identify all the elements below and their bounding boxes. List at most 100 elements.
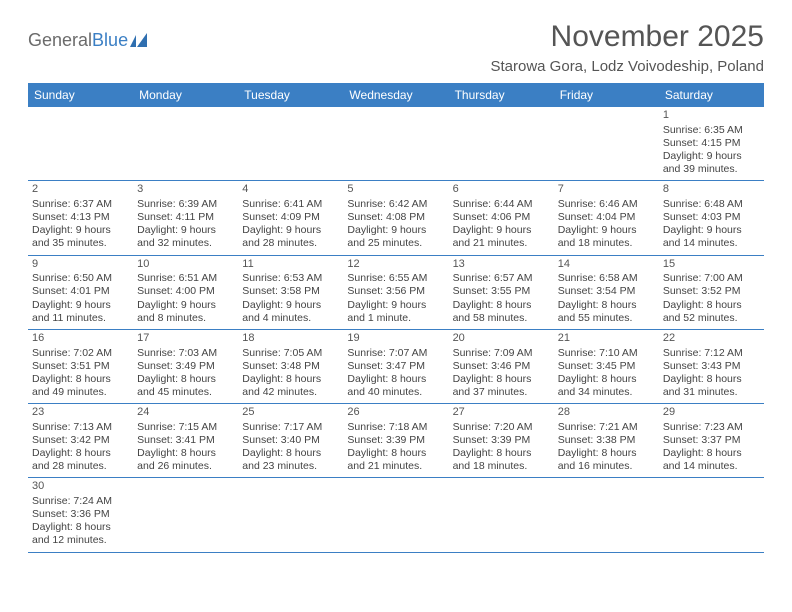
cell-dl1: Daylight: 9 hours	[663, 224, 760, 237]
day-number: 29	[663, 406, 760, 420]
cell-dl2: and 34 minutes.	[558, 386, 655, 399]
day-header: Tuesday	[238, 83, 343, 107]
cell-dl1: Daylight: 8 hours	[558, 447, 655, 460]
calendar-cell: 2Sunrise: 6:37 AMSunset: 4:13 PMDaylight…	[28, 181, 133, 255]
calendar-cell	[343, 478, 448, 552]
calendar-row: 2Sunrise: 6:37 AMSunset: 4:13 PMDaylight…	[28, 181, 764, 255]
cell-sunset: Sunset: 3:36 PM	[32, 508, 129, 521]
calendar-cell: 27Sunrise: 7:20 AMSunset: 3:39 PMDayligh…	[449, 404, 554, 478]
cell-dl2: and 12 minutes.	[32, 534, 129, 547]
cell-dl2: and 8 minutes.	[137, 312, 234, 325]
cell-sunset: Sunset: 4:01 PM	[32, 285, 129, 298]
day-header: Thursday	[449, 83, 554, 107]
cell-dl1: Daylight: 8 hours	[32, 447, 129, 460]
cell-dl2: and 16 minutes.	[558, 460, 655, 473]
calendar-row: 9Sunrise: 6:50 AMSunset: 4:01 PMDaylight…	[28, 255, 764, 329]
cell-dl1: Daylight: 9 hours	[453, 224, 550, 237]
cell-dl1: Daylight: 8 hours	[453, 373, 550, 386]
cell-sunset: Sunset: 4:00 PM	[137, 285, 234, 298]
cell-dl1: Daylight: 9 hours	[32, 224, 129, 237]
day-header: Monday	[133, 83, 238, 107]
cell-dl2: and 1 minute.	[347, 312, 444, 325]
calendar-cell: 25Sunrise: 7:17 AMSunset: 3:40 PMDayligh…	[238, 404, 343, 478]
cell-sunset: Sunset: 3:47 PM	[347, 360, 444, 373]
day-number: 30	[32, 480, 129, 494]
cell-dl1: Daylight: 8 hours	[453, 447, 550, 460]
title-block: November 2025 Starowa Gora, Lodz Voivode…	[490, 20, 764, 75]
cell-sunrise: Sunrise: 7:21 AM	[558, 421, 655, 434]
cell-dl2: and 40 minutes.	[347, 386, 444, 399]
cell-sunrise: Sunrise: 6:57 AM	[453, 272, 550, 285]
flag-icon	[130, 33, 152, 49]
cell-dl1: Daylight: 8 hours	[558, 299, 655, 312]
cell-sunrise: Sunrise: 7:09 AM	[453, 347, 550, 360]
cell-dl2: and 52 minutes.	[663, 312, 760, 325]
cell-sunrise: Sunrise: 6:50 AM	[32, 272, 129, 285]
day-number: 22	[663, 332, 760, 346]
cell-dl1: Daylight: 9 hours	[242, 224, 339, 237]
day-number: 20	[453, 332, 550, 346]
cell-sunset: Sunset: 4:03 PM	[663, 211, 760, 224]
day-number: 10	[137, 258, 234, 272]
cell-sunset: Sunset: 3:40 PM	[242, 434, 339, 447]
cell-sunset: Sunset: 3:42 PM	[32, 434, 129, 447]
day-number: 16	[32, 332, 129, 346]
cell-sunrise: Sunrise: 6:51 AM	[137, 272, 234, 285]
logo: GeneralBlue	[28, 20, 152, 51]
day-number: 25	[242, 406, 339, 420]
calendar-cell	[449, 478, 554, 552]
cell-sunrise: Sunrise: 7:03 AM	[137, 347, 234, 360]
cell-sunrise: Sunrise: 7:18 AM	[347, 421, 444, 434]
cell-sunrise: Sunrise: 7:00 AM	[663, 272, 760, 285]
cell-sunset: Sunset: 4:11 PM	[137, 211, 234, 224]
day-number: 12	[347, 258, 444, 272]
cell-dl1: Daylight: 9 hours	[558, 224, 655, 237]
calendar-cell: 10Sunrise: 6:51 AMSunset: 4:00 PMDayligh…	[133, 255, 238, 329]
day-number: 5	[347, 183, 444, 197]
calendar-cell: 12Sunrise: 6:55 AMSunset: 3:56 PMDayligh…	[343, 255, 448, 329]
cell-sunrise: Sunrise: 7:05 AM	[242, 347, 339, 360]
day-number: 14	[558, 258, 655, 272]
cell-dl1: Daylight: 8 hours	[453, 299, 550, 312]
day-number: 7	[558, 183, 655, 197]
cell-sunrise: Sunrise: 7:12 AM	[663, 347, 760, 360]
cell-sunrise: Sunrise: 6:55 AM	[347, 272, 444, 285]
cell-dl1: Daylight: 8 hours	[558, 373, 655, 386]
calendar-cell: 18Sunrise: 7:05 AMSunset: 3:48 PMDayligh…	[238, 329, 343, 403]
day-number: 27	[453, 406, 550, 420]
calendar-cell: 1Sunrise: 6:35 AMSunset: 4:15 PMDaylight…	[659, 107, 764, 181]
day-number: 21	[558, 332, 655, 346]
cell-dl2: and 18 minutes.	[453, 460, 550, 473]
calendar-cell: 9Sunrise: 6:50 AMSunset: 4:01 PMDaylight…	[28, 255, 133, 329]
cell-dl2: and 14 minutes.	[663, 237, 760, 250]
cell-dl1: Daylight: 9 hours	[347, 224, 444, 237]
cell-sunset: Sunset: 3:48 PM	[242, 360, 339, 373]
cell-dl2: and 39 minutes.	[663, 163, 760, 176]
day-number: 19	[347, 332, 444, 346]
cell-sunset: Sunset: 4:13 PM	[32, 211, 129, 224]
cell-sunrise: Sunrise: 7:07 AM	[347, 347, 444, 360]
cell-sunset: Sunset: 3:39 PM	[453, 434, 550, 447]
cell-sunset: Sunset: 3:37 PM	[663, 434, 760, 447]
logo-text-1: General	[28, 30, 92, 51]
cell-dl2: and 25 minutes.	[347, 237, 444, 250]
calendar-head: SundayMondayTuesdayWednesdayThursdayFrid…	[28, 83, 764, 107]
cell-sunrise: Sunrise: 7:10 AM	[558, 347, 655, 360]
calendar-cell: 15Sunrise: 7:00 AMSunset: 3:52 PMDayligh…	[659, 255, 764, 329]
cell-sunset: Sunset: 3:45 PM	[558, 360, 655, 373]
cell-dl1: Daylight: 8 hours	[663, 373, 760, 386]
calendar-cell	[238, 107, 343, 181]
day-number: 24	[137, 406, 234, 420]
cell-sunrise: Sunrise: 6:39 AM	[137, 198, 234, 211]
calendar-cell: 21Sunrise: 7:10 AMSunset: 3:45 PMDayligh…	[554, 329, 659, 403]
cell-sunrise: Sunrise: 6:53 AM	[242, 272, 339, 285]
cell-sunrise: Sunrise: 6:35 AM	[663, 124, 760, 137]
cell-sunrise: Sunrise: 7:02 AM	[32, 347, 129, 360]
day-number: 15	[663, 258, 760, 272]
calendar-cell	[133, 107, 238, 181]
cell-sunrise: Sunrise: 6:48 AM	[663, 198, 760, 211]
cell-dl2: and 26 minutes.	[137, 460, 234, 473]
day-number: 3	[137, 183, 234, 197]
cell-dl2: and 11 minutes.	[32, 312, 129, 325]
location-text: Starowa Gora, Lodz Voivodeship, Poland	[490, 58, 764, 75]
